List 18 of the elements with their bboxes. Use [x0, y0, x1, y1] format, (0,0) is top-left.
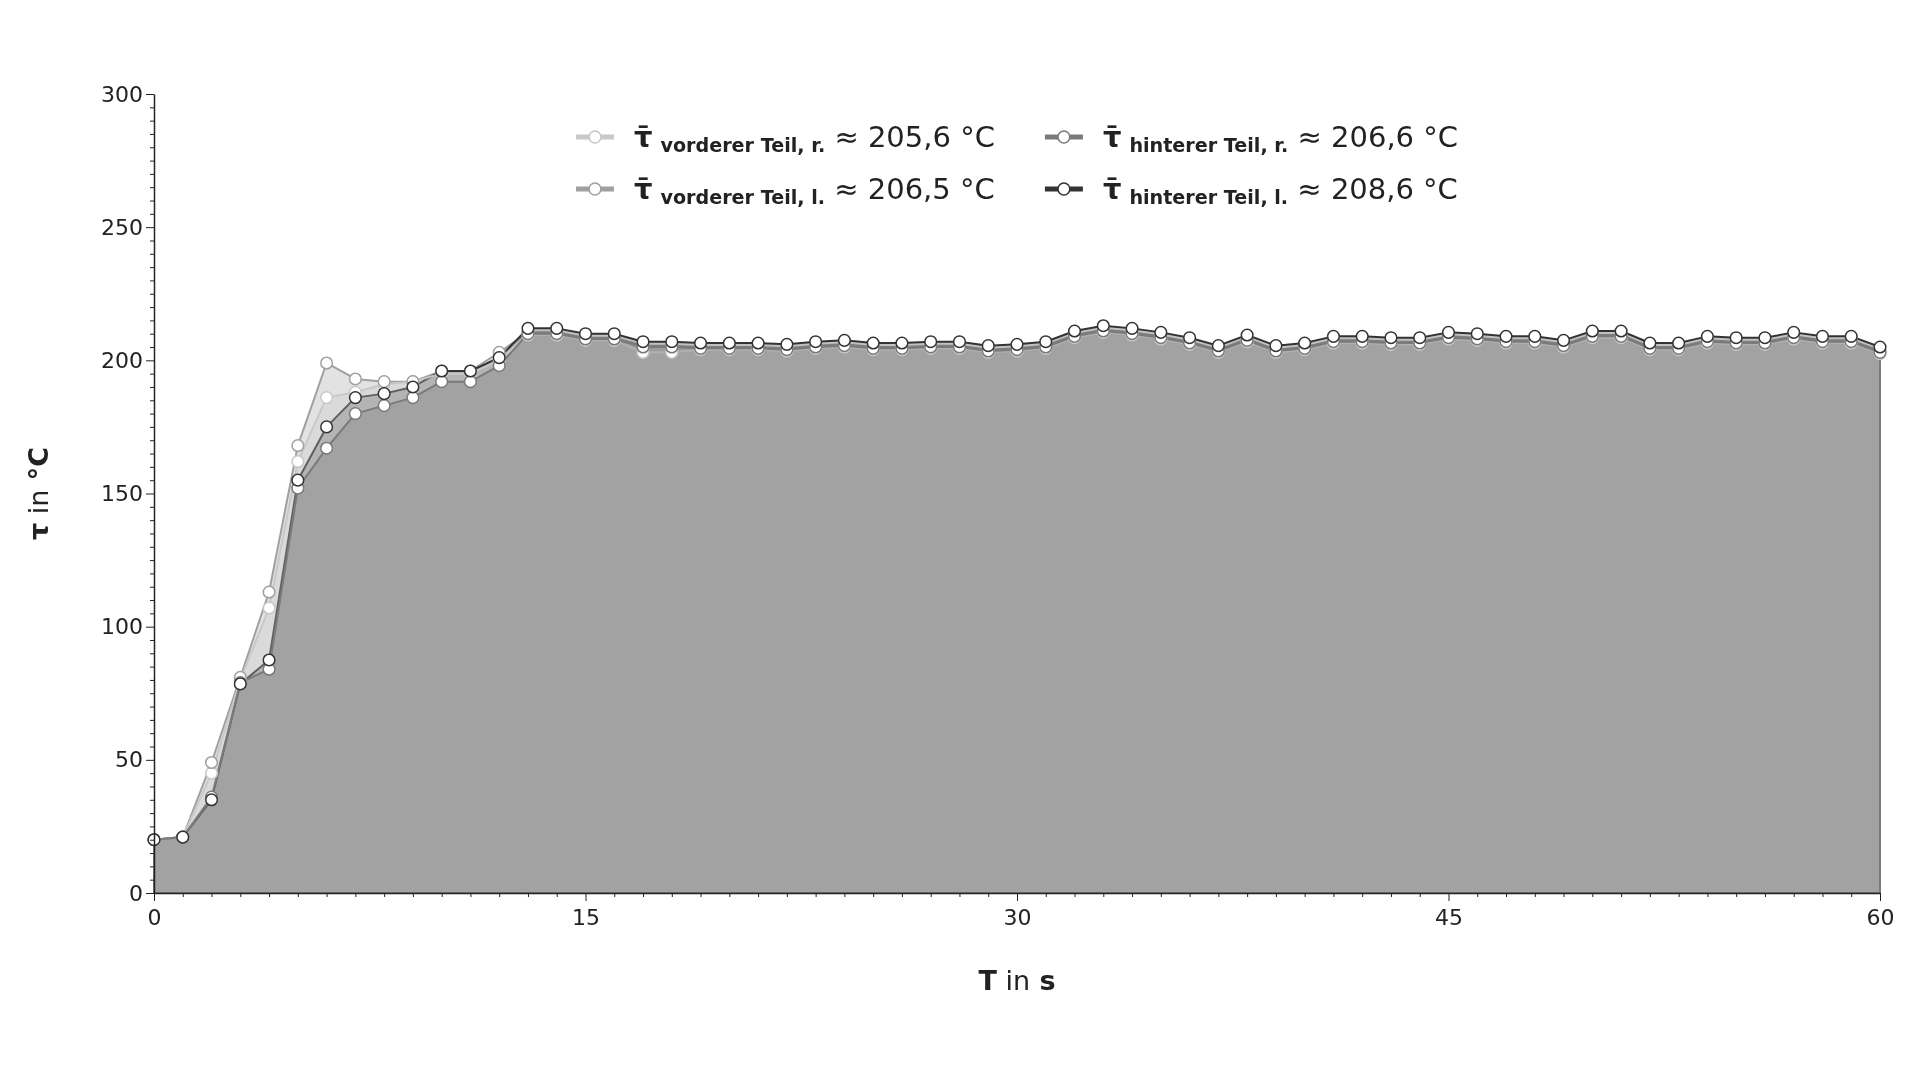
y-tick-label: 150: [101, 481, 143, 507]
y-tick-label: 200: [101, 347, 143, 373]
legend-label: τ̄$_{hinterer Teil, l.}$ ≈ 208,6 °C: [1102, 172, 1458, 209]
x-tick-label: 60: [1866, 905, 1895, 930]
x-tick-label: 15: [572, 905, 600, 930]
x-tick-label: 45: [1435, 905, 1463, 930]
x-tick-label: 0: [147, 905, 162, 930]
y-axis-title: τ in °C: [23, 446, 54, 541]
legend-label: τ̄$_{hinterer Teil, r.}$ ≈ 206,6 °C: [1102, 120, 1459, 157]
legend-label: τ̄$_{vorderer Teil, l.}$ ≈ 206,5 °C: [633, 172, 995, 209]
y-tick-label: 0: [129, 880, 143, 906]
y-tick-label: 50: [115, 747, 143, 773]
y-tick-label: 300: [101, 81, 143, 107]
x-tick-label: 30: [1003, 905, 1032, 930]
y-tick-label: 100: [101, 614, 143, 640]
y-tick-label: 250: [101, 214, 143, 240]
legend-label: τ̄$_{vorderer Teil, r.}$ ≈ 205,6 °C: [633, 120, 995, 157]
x-axis-title: T in s: [978, 965, 1056, 996]
